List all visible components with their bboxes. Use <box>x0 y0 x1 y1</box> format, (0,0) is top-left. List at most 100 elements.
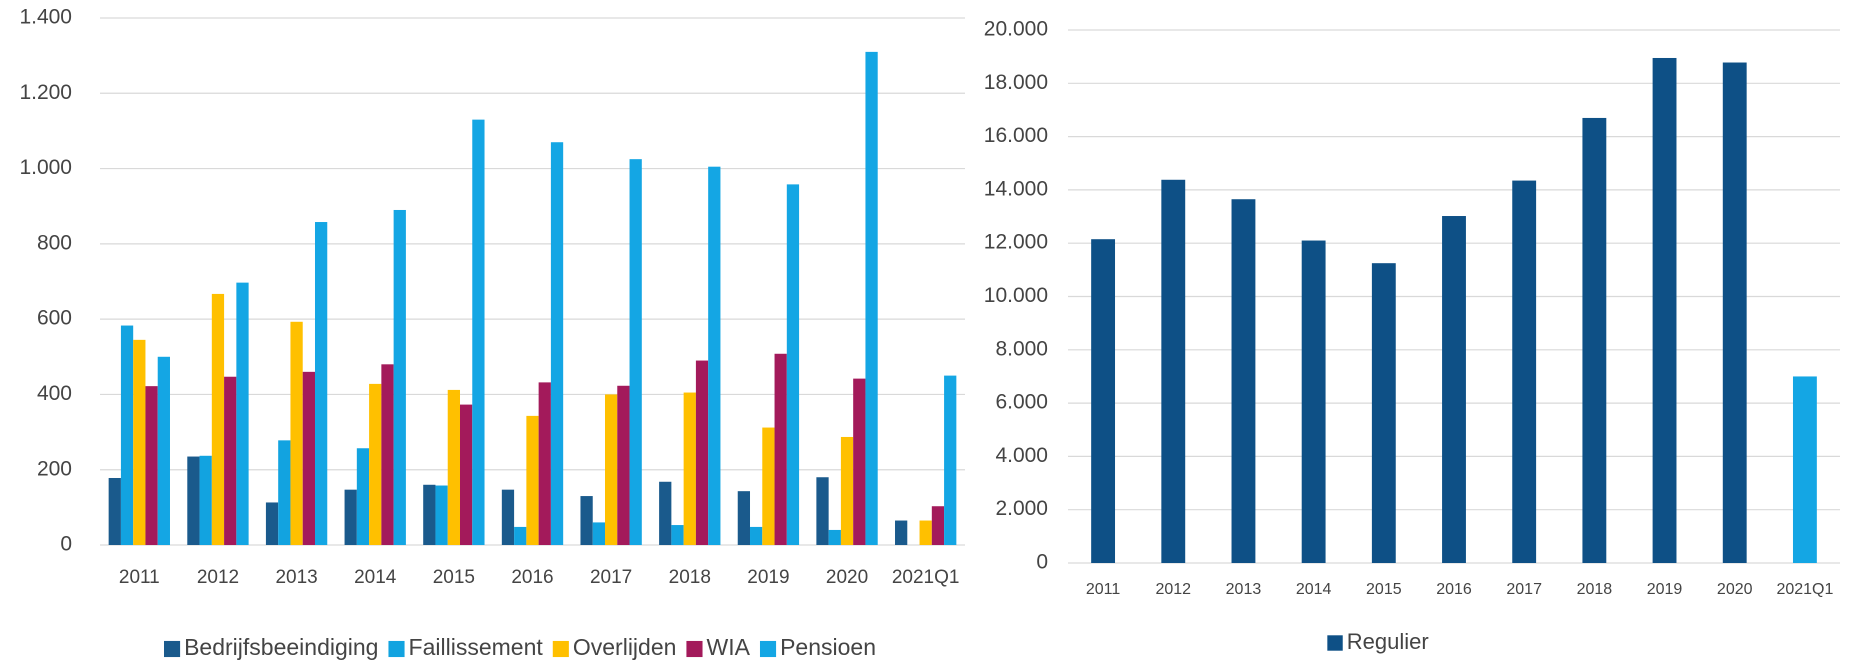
legend-swatch <box>552 640 569 658</box>
x-tick-label: 2021Q1 <box>892 567 960 588</box>
x-tick-label: 2018 <box>1577 581 1613 598</box>
x-tick-label: 2020 <box>826 567 868 588</box>
y-tick-label: 200 <box>37 457 72 480</box>
bar <box>919 520 932 545</box>
bar <box>840 436 854 545</box>
y-tick-label: 8.000 <box>995 337 1048 360</box>
x-tick-label: 2015 <box>1366 581 1402 598</box>
legend-swatch <box>686 640 703 658</box>
bar <box>786 184 800 546</box>
bar <box>1091 239 1116 563</box>
legend-swatch <box>759 640 777 658</box>
y-tick-label: 1.200 <box>19 81 72 104</box>
bar <box>931 506 945 545</box>
x-tick-label: 2012 <box>1155 581 1191 598</box>
bar <box>895 520 908 545</box>
legend-swatch <box>1327 635 1343 651</box>
bar <box>1722 62 1747 563</box>
bar <box>314 222 328 545</box>
bar <box>683 392 696 545</box>
bar <box>671 525 684 545</box>
x-tick-label: 2011 <box>119 567 160 588</box>
legend-label: WIA <box>707 634 751 660</box>
x-tick-label: 2013 <box>1226 581 1262 598</box>
legend-label: Regulier <box>1347 629 1429 654</box>
x-tick-label: 2019 <box>1647 581 1683 598</box>
x-tick-label: 2011 <box>1086 581 1121 598</box>
bar <box>1652 57 1677 564</box>
bar <box>1792 376 1817 563</box>
bar <box>750 526 763 545</box>
bar <box>501 489 515 545</box>
y-tick-label: 2.000 <box>995 497 1048 520</box>
bar <box>1582 117 1607 563</box>
bar <box>828 529 841 545</box>
x-tick-label: 2017 <box>590 567 632 588</box>
bar <box>108 477 121 545</box>
bar <box>865 51 878 545</box>
x-tick-label: 2016 <box>1436 581 1472 598</box>
y-tick-label: 400 <box>37 382 72 405</box>
bar <box>187 456 200 545</box>
legend-swatch <box>164 640 181 658</box>
bar <box>211 293 225 545</box>
y-tick-label: 12.000 <box>984 231 1048 254</box>
bar <box>381 364 394 545</box>
y-tick-label: 14.000 <box>984 177 1048 200</box>
bar <box>762 427 775 545</box>
y-tick-label: 10.000 <box>984 284 1048 307</box>
y-tick-label: 4.000 <box>995 444 1048 467</box>
bar <box>224 376 237 545</box>
bar <box>1161 179 1186 563</box>
x-tick-label: 2018 <box>669 567 711 588</box>
bar <box>1231 199 1256 564</box>
legend-label: Bedrijfsbeeindiging <box>184 634 378 660</box>
bar <box>708 166 721 546</box>
legend-label: Faillissement <box>409 634 544 660</box>
bar <box>120 325 134 545</box>
x-tick-label: 2012 <box>197 567 239 588</box>
bar <box>265 502 279 545</box>
bar <box>1512 180 1537 563</box>
bar <box>514 526 527 545</box>
y-tick-label: 800 <box>37 231 72 254</box>
x-tick-label: 2014 <box>1296 581 1332 598</box>
y-tick-label: 1.000 <box>19 156 72 179</box>
y-tick-label: 6.000 <box>995 391 1048 414</box>
bar <box>302 371 315 545</box>
bar <box>580 496 593 545</box>
bar <box>447 389 460 545</box>
bar <box>659 481 672 545</box>
x-tick-label: 2013 <box>275 567 317 588</box>
y-tick-label: 0 <box>1036 551 1048 574</box>
bar <box>737 491 751 545</box>
y-tick-label: 600 <box>37 307 72 330</box>
bar <box>629 159 642 546</box>
x-tick-label: 2019 <box>747 567 789 588</box>
y-tick-label: 20.000 <box>984 18 1048 41</box>
bar <box>944 375 957 545</box>
bar <box>816 477 829 545</box>
bar <box>435 485 448 545</box>
bar <box>774 353 787 545</box>
x-tick-label: 2016 <box>511 567 553 588</box>
bar <box>695 360 709 545</box>
legend-label: Pensioen <box>780 634 876 660</box>
bar <box>290 321 303 545</box>
bar <box>356 448 370 545</box>
bar <box>236 282 249 545</box>
y-tick-label: 0 <box>60 533 72 556</box>
bar <box>199 455 212 545</box>
bar <box>472 119 485 545</box>
bar <box>133 339 146 545</box>
x-tick-label: 2015 <box>433 567 475 588</box>
bar <box>145 386 158 545</box>
x-tick-label: 2014 <box>354 567 397 588</box>
bar <box>1301 240 1326 563</box>
x-tick-label: 2021Q1 <box>1776 581 1833 598</box>
bar <box>550 142 564 545</box>
x-tick-label: 2017 <box>1506 581 1542 598</box>
bar <box>459 404 473 545</box>
bar <box>278 440 291 545</box>
